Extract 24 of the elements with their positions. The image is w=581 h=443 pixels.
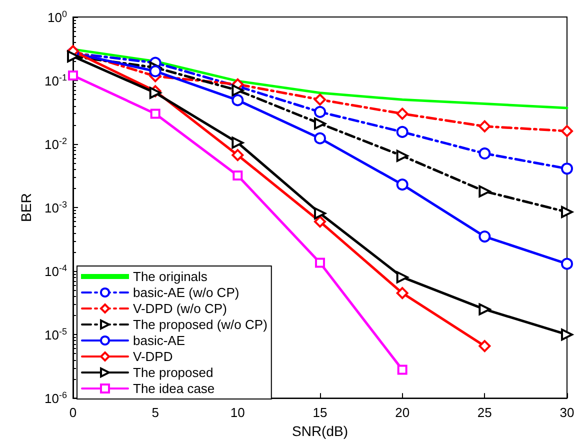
y-tick-label: 10$^{-1}$ [44, 72, 67, 89]
y-tick-label: 10$^{-5}$ [44, 326, 67, 343]
y-tick-label: 10$^{-3}$ [44, 200, 67, 216]
x-tick-label: 10 [230, 405, 245, 420]
legend-label: The idea case [133, 381, 215, 396]
x-tick-label: 15 [312, 405, 328, 420]
x-axis-title: SNR(dB) [292, 423, 348, 439]
y-tick-label: 10$^{-6}$ [44, 390, 67, 406]
legend-label: The proposed (w/o CP) [133, 317, 268, 332]
y-tick-label: 10$^{-2}$ [44, 136, 67, 152]
y-tick-label: 10$^{0}$ [48, 9, 67, 25]
legend-label: basic-AE [133, 333, 186, 348]
legend-label: The originals [133, 269, 208, 284]
legend-label: V-DPD (w/o CP) [133, 301, 227, 316]
x-tick-label: 30 [560, 405, 574, 420]
x-tick-label: 25 [477, 405, 492, 420]
x-tick-label: 20 [395, 405, 410, 420]
legend-label: V-DPD [133, 349, 173, 364]
x-tick-label: 0 [69, 405, 77, 420]
legend-label: basic-AE (w/o CP) [133, 285, 240, 300]
x-tick-label: 5 [152, 405, 159, 420]
y-axis-title: BER [18, 193, 34, 222]
y-tick-label: 10$^{-4}$ [44, 263, 67, 280]
legend-label: The proposed [133, 365, 214, 380]
